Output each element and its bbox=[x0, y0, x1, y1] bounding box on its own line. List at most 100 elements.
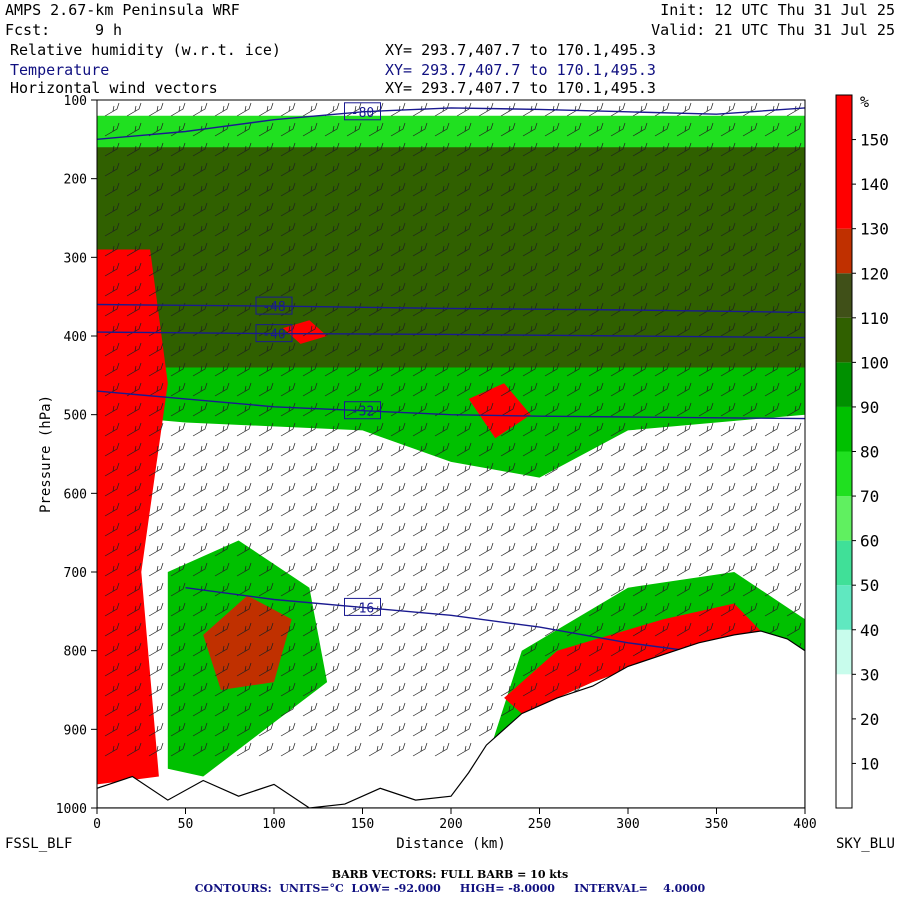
wind-barb bbox=[390, 702, 406, 717]
wind-barb bbox=[632, 562, 648, 577]
wind-barb bbox=[214, 702, 230, 717]
wind-barb bbox=[148, 462, 164, 477]
wind-barb bbox=[544, 482, 560, 497]
wind-barb bbox=[786, 262, 802, 277]
wind-barb bbox=[192, 602, 208, 617]
wind-barb bbox=[500, 402, 516, 417]
wind-barb bbox=[588, 142, 604, 157]
wind-barb bbox=[302, 382, 318, 397]
wind-barb bbox=[236, 522, 252, 537]
wind-barb bbox=[170, 222, 186, 237]
wind-barb bbox=[654, 342, 670, 357]
wind-barb bbox=[720, 462, 736, 477]
wind-barb bbox=[544, 602, 560, 617]
wind-barb bbox=[588, 582, 604, 597]
wind-barb bbox=[126, 482, 142, 497]
wind-barb bbox=[456, 482, 472, 497]
wind-barb bbox=[126, 402, 142, 417]
wind-barb bbox=[192, 262, 208, 277]
wind-barb bbox=[280, 102, 296, 117]
wind-barb bbox=[720, 122, 736, 137]
colorbar-tick-label: 20 bbox=[860, 710, 879, 729]
wind-barb bbox=[764, 442, 780, 457]
wind-barb bbox=[522, 222, 538, 237]
x-axis-label: Distance (km) bbox=[396, 836, 506, 852]
wind-barb bbox=[170, 402, 186, 417]
wind-barb bbox=[302, 262, 318, 277]
wind-barb bbox=[368, 242, 384, 257]
wind-barb bbox=[434, 642, 450, 657]
wind-barb bbox=[126, 122, 142, 137]
colorbar-band bbox=[836, 228, 852, 274]
wind-barb bbox=[214, 562, 230, 577]
wind-barb bbox=[324, 202, 340, 217]
wind-barb bbox=[302, 102, 318, 117]
wind-barb bbox=[324, 442, 340, 457]
wind-barb bbox=[742, 522, 758, 537]
wind-barb bbox=[764, 122, 780, 137]
wind-barb bbox=[126, 442, 142, 457]
y-tick-label: 500 bbox=[64, 409, 87, 424]
wind-barb bbox=[390, 142, 406, 157]
wind-barb bbox=[500, 462, 516, 477]
wind-barb bbox=[610, 502, 626, 517]
wind-barb bbox=[478, 522, 494, 537]
wind-barb bbox=[478, 322, 494, 337]
wind-barb bbox=[324, 242, 340, 257]
wind-barb bbox=[302, 522, 318, 537]
wind-barb bbox=[126, 642, 142, 657]
colorbar-tick-label: 60 bbox=[860, 532, 879, 551]
wind-barb bbox=[786, 622, 802, 637]
wind-barb bbox=[148, 202, 164, 217]
y-tick-label: 600 bbox=[64, 487, 87, 502]
wind-barb bbox=[478, 182, 494, 197]
wind-barb bbox=[566, 262, 582, 277]
wind-barb bbox=[236, 142, 252, 157]
wind-barb bbox=[764, 502, 780, 517]
wind-barb bbox=[346, 342, 362, 357]
wind-barb bbox=[214, 262, 230, 277]
wind-barb bbox=[346, 262, 362, 277]
wind-barb bbox=[324, 482, 340, 497]
wind-barb bbox=[346, 362, 362, 377]
wind-barb bbox=[632, 262, 648, 277]
wind-barb bbox=[258, 282, 274, 297]
wind-barb bbox=[192, 182, 208, 197]
wind-barb bbox=[434, 122, 450, 137]
wind-barb bbox=[742, 162, 758, 177]
wind-barb bbox=[214, 582, 230, 597]
wind-barb bbox=[456, 722, 472, 737]
wind-barb bbox=[258, 522, 274, 537]
wind-barb bbox=[148, 622, 164, 637]
wind-barb bbox=[654, 262, 670, 277]
wind-barb bbox=[280, 422, 296, 437]
wind-barb bbox=[434, 282, 450, 297]
wind-barb bbox=[742, 462, 758, 477]
wind-barb bbox=[456, 682, 472, 697]
wind-barb bbox=[104, 282, 120, 297]
chart-title: AMPS 2.67-km Peninsula WRF bbox=[5, 1, 240, 19]
wind-barb bbox=[258, 242, 274, 257]
wind-barb bbox=[742, 202, 758, 217]
wind-barb bbox=[368, 222, 384, 237]
x-tick-label: 350 bbox=[705, 817, 728, 832]
wind-barb bbox=[192, 702, 208, 717]
wind-barb bbox=[698, 622, 714, 637]
wind-barb bbox=[566, 542, 582, 557]
wind-barb bbox=[566, 242, 582, 257]
forecast-label: Fcst: bbox=[5, 21, 51, 39]
wind-barb bbox=[654, 602, 670, 617]
wind-barb bbox=[214, 242, 230, 257]
wind-barb bbox=[412, 582, 428, 597]
wind-barb bbox=[434, 662, 450, 677]
wind-barb bbox=[280, 282, 296, 297]
wind-barb bbox=[368, 482, 384, 497]
wind-barb bbox=[302, 202, 318, 217]
wind-barb bbox=[478, 582, 494, 597]
wind-barb bbox=[522, 582, 538, 597]
wind-barb bbox=[280, 222, 296, 237]
wind-barb bbox=[500, 342, 516, 357]
wind-barb bbox=[478, 142, 494, 157]
wind-barb bbox=[236, 482, 252, 497]
wind-barb bbox=[324, 102, 340, 117]
